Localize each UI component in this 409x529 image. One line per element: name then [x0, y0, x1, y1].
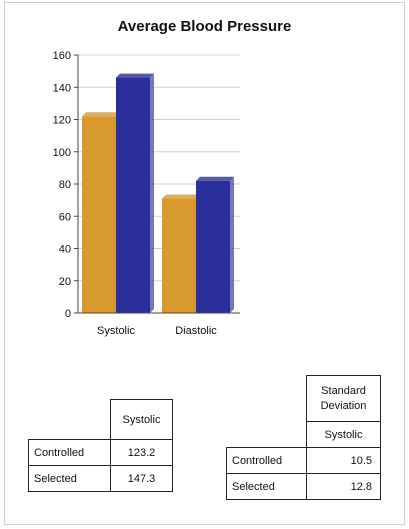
y-tick-label: 160: [53, 50, 71, 62]
table-row: Controlled 123.2: [28, 439, 173, 466]
y-tick-label: 100: [53, 147, 71, 159]
y-tick-label: 40: [59, 244, 71, 256]
bar-top: [162, 194, 200, 199]
bar: [162, 198, 196, 313]
bar-side: [150, 73, 154, 313]
bars: [82, 73, 234, 314]
row-label: Selected: [28, 465, 111, 492]
row-value: 123.2: [110, 439, 173, 466]
mean-table-header: Systolic: [110, 399, 173, 440]
mean-table: Systolic Controlled 123.2 Selected 147.3: [28, 399, 173, 492]
y-tick-label: 60: [59, 211, 71, 223]
y-tick-label: 0: [65, 308, 71, 320]
bar: [116, 77, 150, 313]
x-axis-categories: Systolic Diastolic: [97, 325, 217, 337]
y-tick-label: 20: [59, 276, 71, 288]
bar: [82, 116, 116, 314]
bar-chart: 0 20 40 60 80 100 120 140 160 Systolic Diastolic: [53, 50, 240, 337]
bar-top: [196, 176, 234, 181]
row-label: Controlled: [28, 439, 111, 466]
row-value: 12.8: [306, 473, 381, 500]
table-row: Controlled 10.5: [226, 447, 381, 474]
bar: [196, 180, 230, 313]
bar-side: [230, 176, 234, 313]
bar-top: [82, 112, 120, 117]
table-row: Selected 12.8: [226, 473, 381, 500]
y-axis-ticks: 0 20 40 60 80 100 120 140 160: [53, 50, 78, 320]
chart-title: Average Blood Pressure: [117, 18, 292, 35]
sd-table-header: Systolic: [306, 421, 381, 448]
sd-table: Standard Deviation Systolic Controlled 1…: [226, 375, 381, 500]
bar-top: [116, 73, 154, 78]
sd-table-title: Standard Deviation: [306, 375, 381, 422]
y-tick-label: 140: [53, 82, 71, 94]
row-value: 10.5: [306, 447, 381, 474]
row-label: Selected: [226, 473, 307, 500]
row-value: 147.3: [110, 465, 173, 492]
x-category-label: Systolic: [97, 325, 135, 337]
x-category-label: Diastolic: [175, 325, 217, 337]
table-row: Selected 147.3: [28, 465, 173, 492]
y-tick-label: 120: [53, 115, 71, 127]
row-label: Controlled: [226, 447, 307, 474]
y-tick-label: 80: [59, 179, 71, 191]
